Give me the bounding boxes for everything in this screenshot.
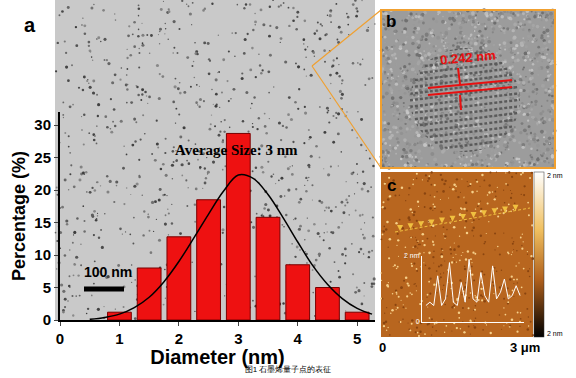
html-text:2 nm: 2 nm xyxy=(547,172,563,179)
svg-text:0: 0 xyxy=(416,318,420,325)
svg-text:5: 5 xyxy=(353,330,361,347)
html-text:c: c xyxy=(387,176,397,195)
html-text:图1 石墨烯量子点的表征: 图1 石墨烯量子点的表征 xyxy=(244,365,332,374)
svg-text:20: 20 xyxy=(34,181,51,198)
svg-text:1: 1 xyxy=(115,330,123,347)
html-text:2 nm: 2 nm xyxy=(547,330,563,337)
svg-text:3: 3 xyxy=(234,330,242,347)
svg-text:Average Size: 3 nm: Average Size: 3 nm xyxy=(175,142,298,158)
svg-text:30: 30 xyxy=(34,116,51,133)
svg-text:0: 0 xyxy=(56,330,64,347)
html-text:0.242 nm: 0.242 nm xyxy=(439,47,497,68)
html-text:b: b xyxy=(386,12,397,31)
html-text:3 μm: 3 μm xyxy=(510,340,541,355)
svg-text:10: 10 xyxy=(34,246,51,263)
html-text:a: a xyxy=(24,14,36,36)
svg-text:5: 5 xyxy=(43,279,51,296)
svg-text:0: 0 xyxy=(43,311,51,328)
svg-text:15: 15 xyxy=(34,214,51,231)
svg-text:Diameter (nm): Diameter (nm) xyxy=(150,346,284,368)
svg-text:Percentage (%): Percentage (%) xyxy=(9,151,29,281)
html-text:100 nm: 100 nm xyxy=(84,264,133,280)
svg-text:4: 4 xyxy=(294,330,303,347)
svg-text:2 nm: 2 nm xyxy=(404,252,420,259)
svg-text:25: 25 xyxy=(34,149,51,166)
svg-text:2: 2 xyxy=(175,330,183,347)
html-text:0: 0 xyxy=(379,340,387,355)
